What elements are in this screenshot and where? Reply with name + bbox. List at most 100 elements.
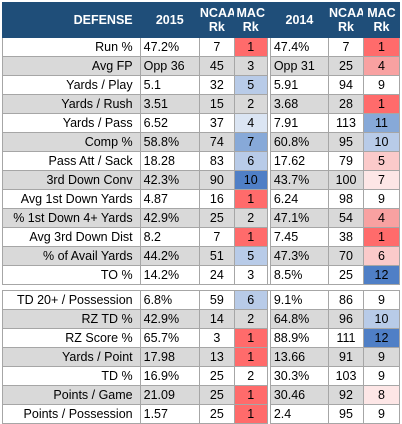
stat-label: % 1st Down 4+ Yards: [2, 208, 141, 228]
mac-rank-2015: 6: [233, 151, 268, 171]
ncaa-rank-2015: 32: [198, 75, 235, 95]
ncaa-rank-2015: 3: [198, 328, 235, 348]
ncaa-rank-2014: 111: [328, 328, 364, 348]
table-row: Comp % 58.8% 74 7 60.8% 95 10: [2, 132, 401, 152]
ncaa-rank-2014: 98: [328, 189, 364, 209]
table-row: Yards / Play 5.1 32 5 5.91 94 9: [2, 75, 401, 95]
ncaa-rank-2015: 74: [198, 132, 235, 152]
mac-rank-2015: 2: [233, 366, 268, 386]
value-2015: 21.09: [139, 385, 200, 405]
ncaa-rank-2014: 28: [328, 94, 364, 114]
mac-rank-2015: 7: [233, 132, 268, 152]
table-row: Points / Game 21.09 25 1 30.46 92 8: [2, 385, 401, 405]
value-2015: 65.7%: [139, 328, 200, 348]
ncaa-rank-2015: 25: [198, 404, 235, 424]
mac-rank-2015: 4: [233, 113, 268, 133]
table-row: TD % 16.9% 25 2 30.3% 103 9: [2, 366, 401, 386]
stat-label: 3rd Down Conv: [2, 170, 141, 190]
ncaa-rank-2015: 24: [198, 265, 235, 285]
mac-rank-2015: 2: [233, 208, 268, 228]
mac-rank-2015: 3: [233, 265, 268, 285]
value-2015: 42.9%: [139, 208, 200, 228]
value-2015: 58.8%: [139, 132, 200, 152]
value-2014: 9.1%: [269, 290, 330, 310]
ncaa-rank-2015: 59: [198, 290, 235, 310]
mac-rank-2014: 12: [362, 328, 401, 348]
ncaa-rank-2014: 25: [328, 56, 364, 76]
value-2015: 8.2: [139, 227, 200, 247]
mac-rank-2015: 10: [233, 170, 268, 190]
column-gap: [266, 246, 271, 266]
table-row: Run % 47.2% 7 1 47.4% 7 1: [2, 37, 401, 57]
value-2014: 3.68: [269, 94, 330, 114]
column-gap: [266, 227, 271, 247]
mac-rank-2015: 1: [233, 385, 268, 405]
stat-label: RZ TD %: [2, 309, 141, 329]
value-2014: Opp 31: [269, 56, 330, 76]
value-2014: 30.46: [269, 385, 330, 405]
ncaa-rank-2015: 83: [198, 151, 235, 171]
stat-label: % of Avail Yards: [2, 246, 141, 266]
mac-rank-2015: 1: [233, 328, 268, 348]
mac-rank-2014: 8: [362, 385, 401, 405]
table-row: 3rd Down Conv 42.3% 90 10 43.7% 100 7: [2, 170, 401, 190]
stat-label: Run %: [2, 37, 141, 57]
stat-label: TD 20+ / Possession: [2, 290, 141, 310]
ncaa-rank-2014: 95: [328, 404, 364, 424]
value-2015: 47.2%: [139, 37, 200, 57]
header-mac-rank-2014-text: MAC Rk: [367, 6, 396, 34]
mac-rank-2014: 11: [362, 113, 401, 133]
mac-rank-2015: 5: [233, 75, 268, 95]
header-defense: DEFENSE: [2, 2, 141, 38]
ncaa-rank-2014: 91: [328, 347, 364, 367]
stat-label: Points / Game: [2, 385, 141, 405]
ncaa-rank-2014: 94: [328, 75, 364, 95]
value-2014: 47.4%: [269, 37, 330, 57]
mac-rank-2014: 1: [362, 94, 401, 114]
value-2015: 6.8%: [139, 290, 200, 310]
value-2014: 7.91: [269, 113, 330, 133]
value-2015: 14.2%: [139, 265, 200, 285]
mac-rank-2014: 9: [362, 347, 401, 367]
table-row: Points / Possession 1.57 25 1 2.4 95 9: [2, 404, 401, 424]
mac-rank-2014: 9: [362, 290, 401, 310]
ncaa-rank-2014: 7: [328, 37, 364, 57]
stat-label: Yards / Point: [2, 347, 141, 367]
column-gap: [266, 94, 271, 114]
stat-label: RZ Score %: [2, 328, 141, 348]
column-gap: [266, 56, 271, 76]
mac-rank-2014: 4: [362, 56, 401, 76]
column-gap: [266, 265, 271, 285]
value-2014: 47.3%: [269, 246, 330, 266]
header-mac-rank-2014: MAC Rk: [362, 2, 401, 38]
ncaa-rank-2014: 38: [328, 227, 364, 247]
mac-rank-2015: 2: [233, 94, 268, 114]
stat-label: Points / Possession: [2, 404, 141, 424]
header-ncaa-rank-2015-text: NCAA Rk: [199, 6, 235, 34]
value-2014: 2.4: [269, 404, 330, 424]
value-2014: 47.1%: [269, 208, 330, 228]
ncaa-rank-2014: 95: [328, 132, 364, 152]
ncaa-rank-2014: 54: [328, 208, 364, 228]
column-gap: [266, 347, 271, 367]
value-2015: 17.98: [139, 347, 200, 367]
stat-label: Comp %: [2, 132, 141, 152]
table-row: Avg 3rd Down Dist 8.2 7 1 7.45 38 1: [2, 227, 401, 247]
mac-rank-2015: 1: [233, 404, 268, 424]
mac-rank-2015: 2: [233, 309, 268, 329]
table-row: % of Avail Yards 44.2% 51 5 47.3% 70 6: [2, 246, 401, 266]
mac-rank-2014: 9: [362, 189, 401, 209]
value-2015: 18.28: [139, 151, 200, 171]
ncaa-rank-2015: 7: [198, 227, 235, 247]
stat-label: Yards / Rush: [2, 94, 141, 114]
header-row: DEFENSE 2015 NCAA Rk MAC Rk 2014 NCAA Rk…: [2, 2, 401, 38]
ncaa-rank-2015: 14: [198, 309, 235, 329]
mac-rank-2014: 7: [362, 170, 401, 190]
mac-rank-2014: 9: [362, 404, 401, 424]
mac-rank-2015: 5: [233, 246, 268, 266]
column-gap: [266, 208, 271, 228]
mac-rank-2015: 3: [233, 56, 268, 76]
value-2014: 5.91: [269, 75, 330, 95]
ncaa-rank-2015: 25: [198, 385, 235, 405]
